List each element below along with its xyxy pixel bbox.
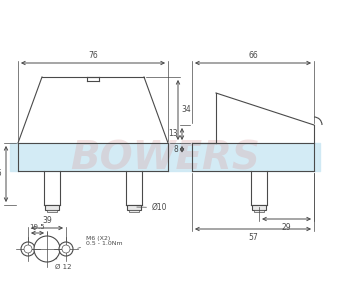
Bar [47,210,57,212]
Text: 29: 29 [282,223,291,232]
Bar [129,210,139,212]
Bar [127,205,141,210]
Text: 19.5: 19.5 [30,224,45,230]
Bar [252,205,266,210]
Text: BOWERS: BOWERS [70,139,260,177]
Text: Ø10: Ø10 [137,203,168,212]
Text: 34: 34 [181,106,191,114]
Text: 39: 39 [42,216,52,225]
Text: 13: 13 [168,129,178,139]
Circle shape [21,242,35,256]
Text: 76: 76 [88,51,98,60]
Text: 45: 45 [0,169,2,178]
Circle shape [34,236,60,262]
Bar [254,210,264,212]
Text: M6 (X2)
0.5 - 1.0Nm: M6 (X2) 0.5 - 1.0Nm [78,236,123,248]
Text: 57: 57 [248,233,258,242]
Text: 66: 66 [248,51,258,60]
Circle shape [24,245,32,253]
Bar [45,205,59,210]
Text: 8: 8 [173,145,178,154]
Circle shape [62,245,70,253]
Circle shape [59,242,73,256]
Text: Ø 12: Ø 12 [55,258,72,270]
